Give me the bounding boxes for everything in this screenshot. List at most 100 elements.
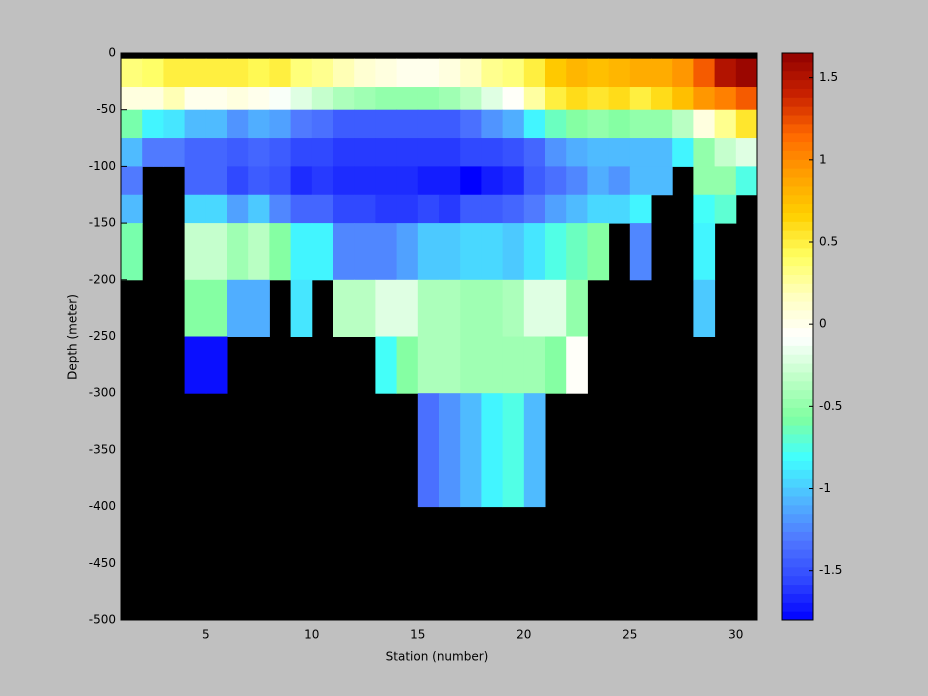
- heat-cell: [269, 58, 292, 88]
- heat-cell: [502, 194, 525, 224]
- heat-cell: [523, 58, 546, 88]
- colorbar-band: [782, 495, 813, 506]
- heat-cell: [121, 58, 143, 88]
- heat-cell: [163, 109, 186, 139]
- heat-cell: [481, 109, 504, 139]
- heat-cell: [375, 166, 398, 196]
- heat-cell: [375, 194, 398, 224]
- colorbar-tick-label: 1: [819, 152, 827, 166]
- heat-cell: [502, 336, 525, 394]
- colorbar-band: [782, 61, 813, 72]
- heat-cell: [481, 58, 504, 88]
- heat-cell: [354, 87, 376, 111]
- heat-cell: [184, 194, 207, 224]
- heat-cell: [184, 87, 207, 111]
- colorbar-band: [782, 177, 813, 187]
- heat-cell: [714, 194, 737, 224]
- colorbar-band: [782, 97, 813, 107]
- heat-cell: [417, 87, 440, 111]
- colorbar-band: [782, 203, 813, 213]
- heat-cell: [227, 138, 249, 167]
- colorbar-band: [782, 469, 813, 479]
- heat-cell: [269, 223, 292, 281]
- heat-cell: [205, 166, 228, 196]
- heat-cell: [502, 223, 525, 281]
- colorbar-band: [782, 513, 813, 524]
- heat-cell: [205, 138, 228, 167]
- colorbar-tick-label: -1: [819, 481, 831, 495]
- heat-cell: [333, 194, 355, 224]
- heat-cell: [417, 109, 440, 139]
- heat-cell: [269, 166, 292, 196]
- heat-cell: [311, 194, 334, 224]
- heat-cell: [333, 223, 355, 281]
- heat-cell: [375, 279, 398, 337]
- heat-cell: [142, 87, 164, 111]
- heat-cell: [481, 166, 504, 196]
- heat-cell: [735, 166, 758, 196]
- heat-cell: [587, 138, 610, 167]
- heat-cell: [523, 166, 546, 196]
- heat-cell: [714, 58, 737, 88]
- colorbar-band: [782, 425, 813, 435]
- heat-cell: [396, 109, 419, 139]
- heat-cell: [439, 87, 461, 111]
- heat-cell: [248, 58, 270, 88]
- colorbar-band: [782, 301, 813, 311]
- heat-cell: [502, 393, 525, 508]
- heat-cell: [608, 58, 631, 88]
- heat-cell: [354, 58, 376, 88]
- heat-cell: [439, 393, 461, 508]
- heat-cell: [587, 58, 610, 88]
- heat-cell: [227, 109, 249, 139]
- heat-cell: [311, 166, 334, 196]
- heat-cell: [545, 279, 567, 337]
- heat-cell: [481, 223, 504, 281]
- axes-frame: [120, 52, 758, 621]
- heat-cell: [566, 166, 588, 196]
- heat-cell: [672, 58, 694, 88]
- colorbar-band: [782, 522, 813, 532]
- heat-cell: [290, 194, 313, 224]
- x-tick-label: 20: [516, 628, 531, 642]
- heat-cell: [481, 87, 504, 111]
- heat-cell: [333, 87, 355, 111]
- heat-cell: [184, 223, 207, 281]
- colorbar-band: [782, 79, 813, 89]
- heat-cell: [460, 279, 482, 337]
- heat-cell: [502, 279, 525, 337]
- heat-cell: [417, 336, 440, 394]
- heat-cell: [439, 223, 461, 281]
- heat-cell: [417, 166, 440, 196]
- heat-cell: [629, 194, 652, 224]
- heat-cell: [333, 138, 355, 167]
- heat-cell: [523, 223, 546, 281]
- heat-cell: [460, 194, 482, 224]
- heat-cell: [311, 223, 334, 281]
- heat-cell: [290, 223, 313, 281]
- heat-cell: [354, 279, 376, 337]
- heat-cell: [672, 138, 694, 167]
- heat-cell: [439, 58, 461, 88]
- heat-cell: [354, 194, 376, 224]
- heat-cell: [460, 223, 482, 281]
- heat-cell: [269, 87, 292, 111]
- heat-cell: [333, 166, 355, 196]
- colorbar-band: [782, 442, 813, 453]
- heat-cell: [693, 223, 716, 281]
- heat-cell: [439, 138, 461, 167]
- colorbar-band: [782, 398, 813, 408]
- heat-cell: [205, 87, 228, 111]
- heat-cell: [608, 87, 631, 111]
- heat-cell: [693, 109, 716, 139]
- heat-cell: [587, 109, 610, 139]
- heat-cell: [227, 223, 249, 281]
- heat-cell: [205, 194, 228, 224]
- colorbar-tick-label: -1.5: [819, 563, 842, 577]
- heat-cell: [311, 138, 334, 167]
- heat-cell: [460, 138, 482, 167]
- colorbar-tick-label: 0.5: [819, 235, 838, 249]
- y-tick-label: -300: [89, 386, 116, 400]
- heat-cell: [545, 58, 567, 88]
- heat-cell: [184, 58, 207, 88]
